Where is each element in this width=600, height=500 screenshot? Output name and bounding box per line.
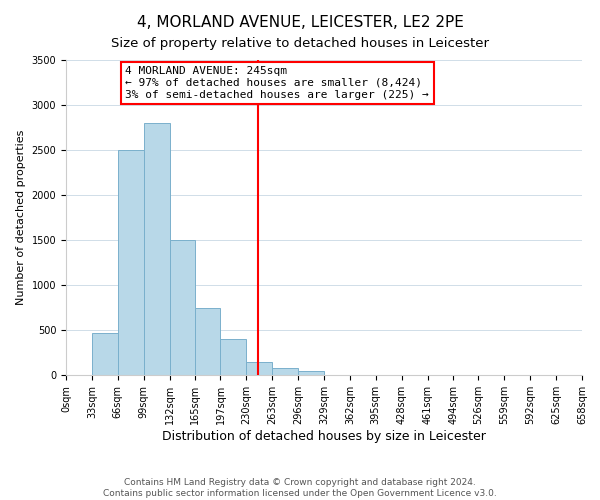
Bar bbox=[272, 368, 298, 375]
Text: 4, MORLAND AVENUE, LEICESTER, LE2 2PE: 4, MORLAND AVENUE, LEICESTER, LE2 2PE bbox=[137, 15, 463, 30]
Bar bbox=[143, 123, 170, 375]
Bar bbox=[170, 240, 196, 375]
Bar bbox=[220, 339, 247, 375]
Bar bbox=[298, 370, 324, 375]
Text: 4 MORLAND AVENUE: 245sqm
← 97% of detached houses are smaller (8,424)
3% of semi: 4 MORLAND AVENUE: 245sqm ← 97% of detach… bbox=[125, 66, 429, 100]
Bar bbox=[196, 308, 220, 375]
Text: Contains HM Land Registry data © Crown copyright and database right 2024.
Contai: Contains HM Land Registry data © Crown c… bbox=[103, 478, 497, 498]
Bar bbox=[118, 150, 143, 375]
Bar bbox=[247, 362, 272, 375]
Y-axis label: Number of detached properties: Number of detached properties bbox=[16, 130, 26, 305]
Bar bbox=[92, 332, 118, 375]
X-axis label: Distribution of detached houses by size in Leicester: Distribution of detached houses by size … bbox=[162, 430, 486, 442]
Text: Size of property relative to detached houses in Leicester: Size of property relative to detached ho… bbox=[111, 38, 489, 51]
